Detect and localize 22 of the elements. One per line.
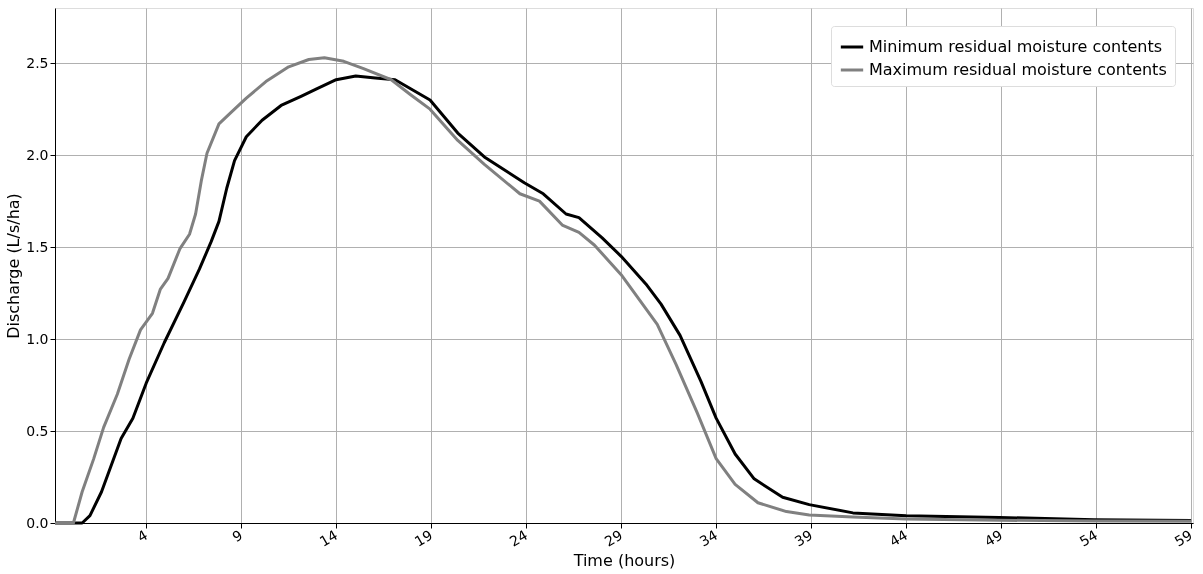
x-tick-label: 14 <box>316 526 341 550</box>
x-tick-label: 49 <box>981 526 1006 550</box>
x-tick-label: 59 <box>1171 526 1196 550</box>
y-axis-title: Discharge (L/s/ha) <box>4 193 24 339</box>
x-tick-label: 39 <box>791 526 816 550</box>
x-tick-label: 4 <box>134 526 151 546</box>
legend-label: Maximum residual moisture contents <box>869 60 1167 79</box>
legend-label: Minimum residual moisture contents <box>869 37 1163 56</box>
x-tick-label: 9 <box>229 526 246 546</box>
x-tick-label: 24 <box>506 526 531 550</box>
x-tick-label: 34 <box>696 526 721 550</box>
x-tick-label: 54 <box>1076 526 1101 550</box>
x-tick-label: 44 <box>886 526 911 550</box>
y-tick-label: 2.5 <box>26 54 49 71</box>
x-tick-label: 19 <box>411 526 436 550</box>
y-tick-label: 1.0 <box>26 330 49 347</box>
y-tick-label: 2.0 <box>26 146 49 163</box>
x-axis-title: Time (hours) <box>572 551 676 571</box>
y-tick-label: 0.0 <box>26 514 49 531</box>
x-tick-label: 29 <box>601 526 626 550</box>
y-tick-label: 0.5 <box>26 422 49 439</box>
y-tick-label: 1.5 <box>26 238 49 255</box>
